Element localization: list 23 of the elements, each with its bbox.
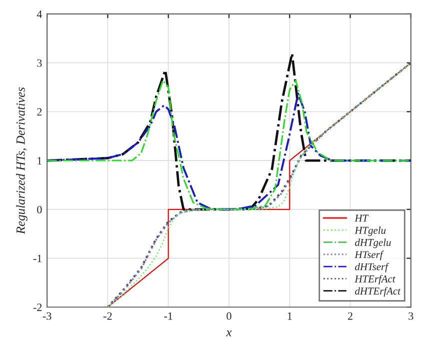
y-tick-label: -2: [33, 304, 42, 311]
y-tick-label: 4: [36, 10, 42, 18]
x-tick-label: -1: [164, 312, 172, 320]
y-tick-label: 0: [37, 206, 42, 214]
x-tick-label: -2: [104, 312, 112, 320]
y-tick-label: 3: [37, 59, 42, 67]
x-tick-label: 1: [288, 312, 292, 320]
legend-label: dHTserf: [355, 262, 390, 272]
x-tick-label: 2: [348, 312, 352, 320]
y-axis-title: Regularized HTs, Derivatives: [16, 87, 28, 234]
x-axis-title: x: [226, 330, 232, 336]
legend-label: HTErfAct: [354, 274, 396, 285]
legend-label: dHTgelu: [355, 238, 391, 248]
x-tick-label: -3: [42, 312, 52, 320]
legend-label: HT: [354, 214, 369, 222]
y-tick-label: 1: [38, 157, 42, 164]
legend-label: HTgelu: [354, 226, 386, 236]
y-tick-label: -1: [33, 254, 42, 262]
x-tick-label: 0: [226, 312, 232, 320]
legend-label: dHTErfAct: [355, 287, 401, 297]
legend-label: HTserf: [354, 250, 384, 260]
x-tick-label: 3: [408, 312, 414, 320]
y-tick-label: 2: [37, 108, 42, 116]
